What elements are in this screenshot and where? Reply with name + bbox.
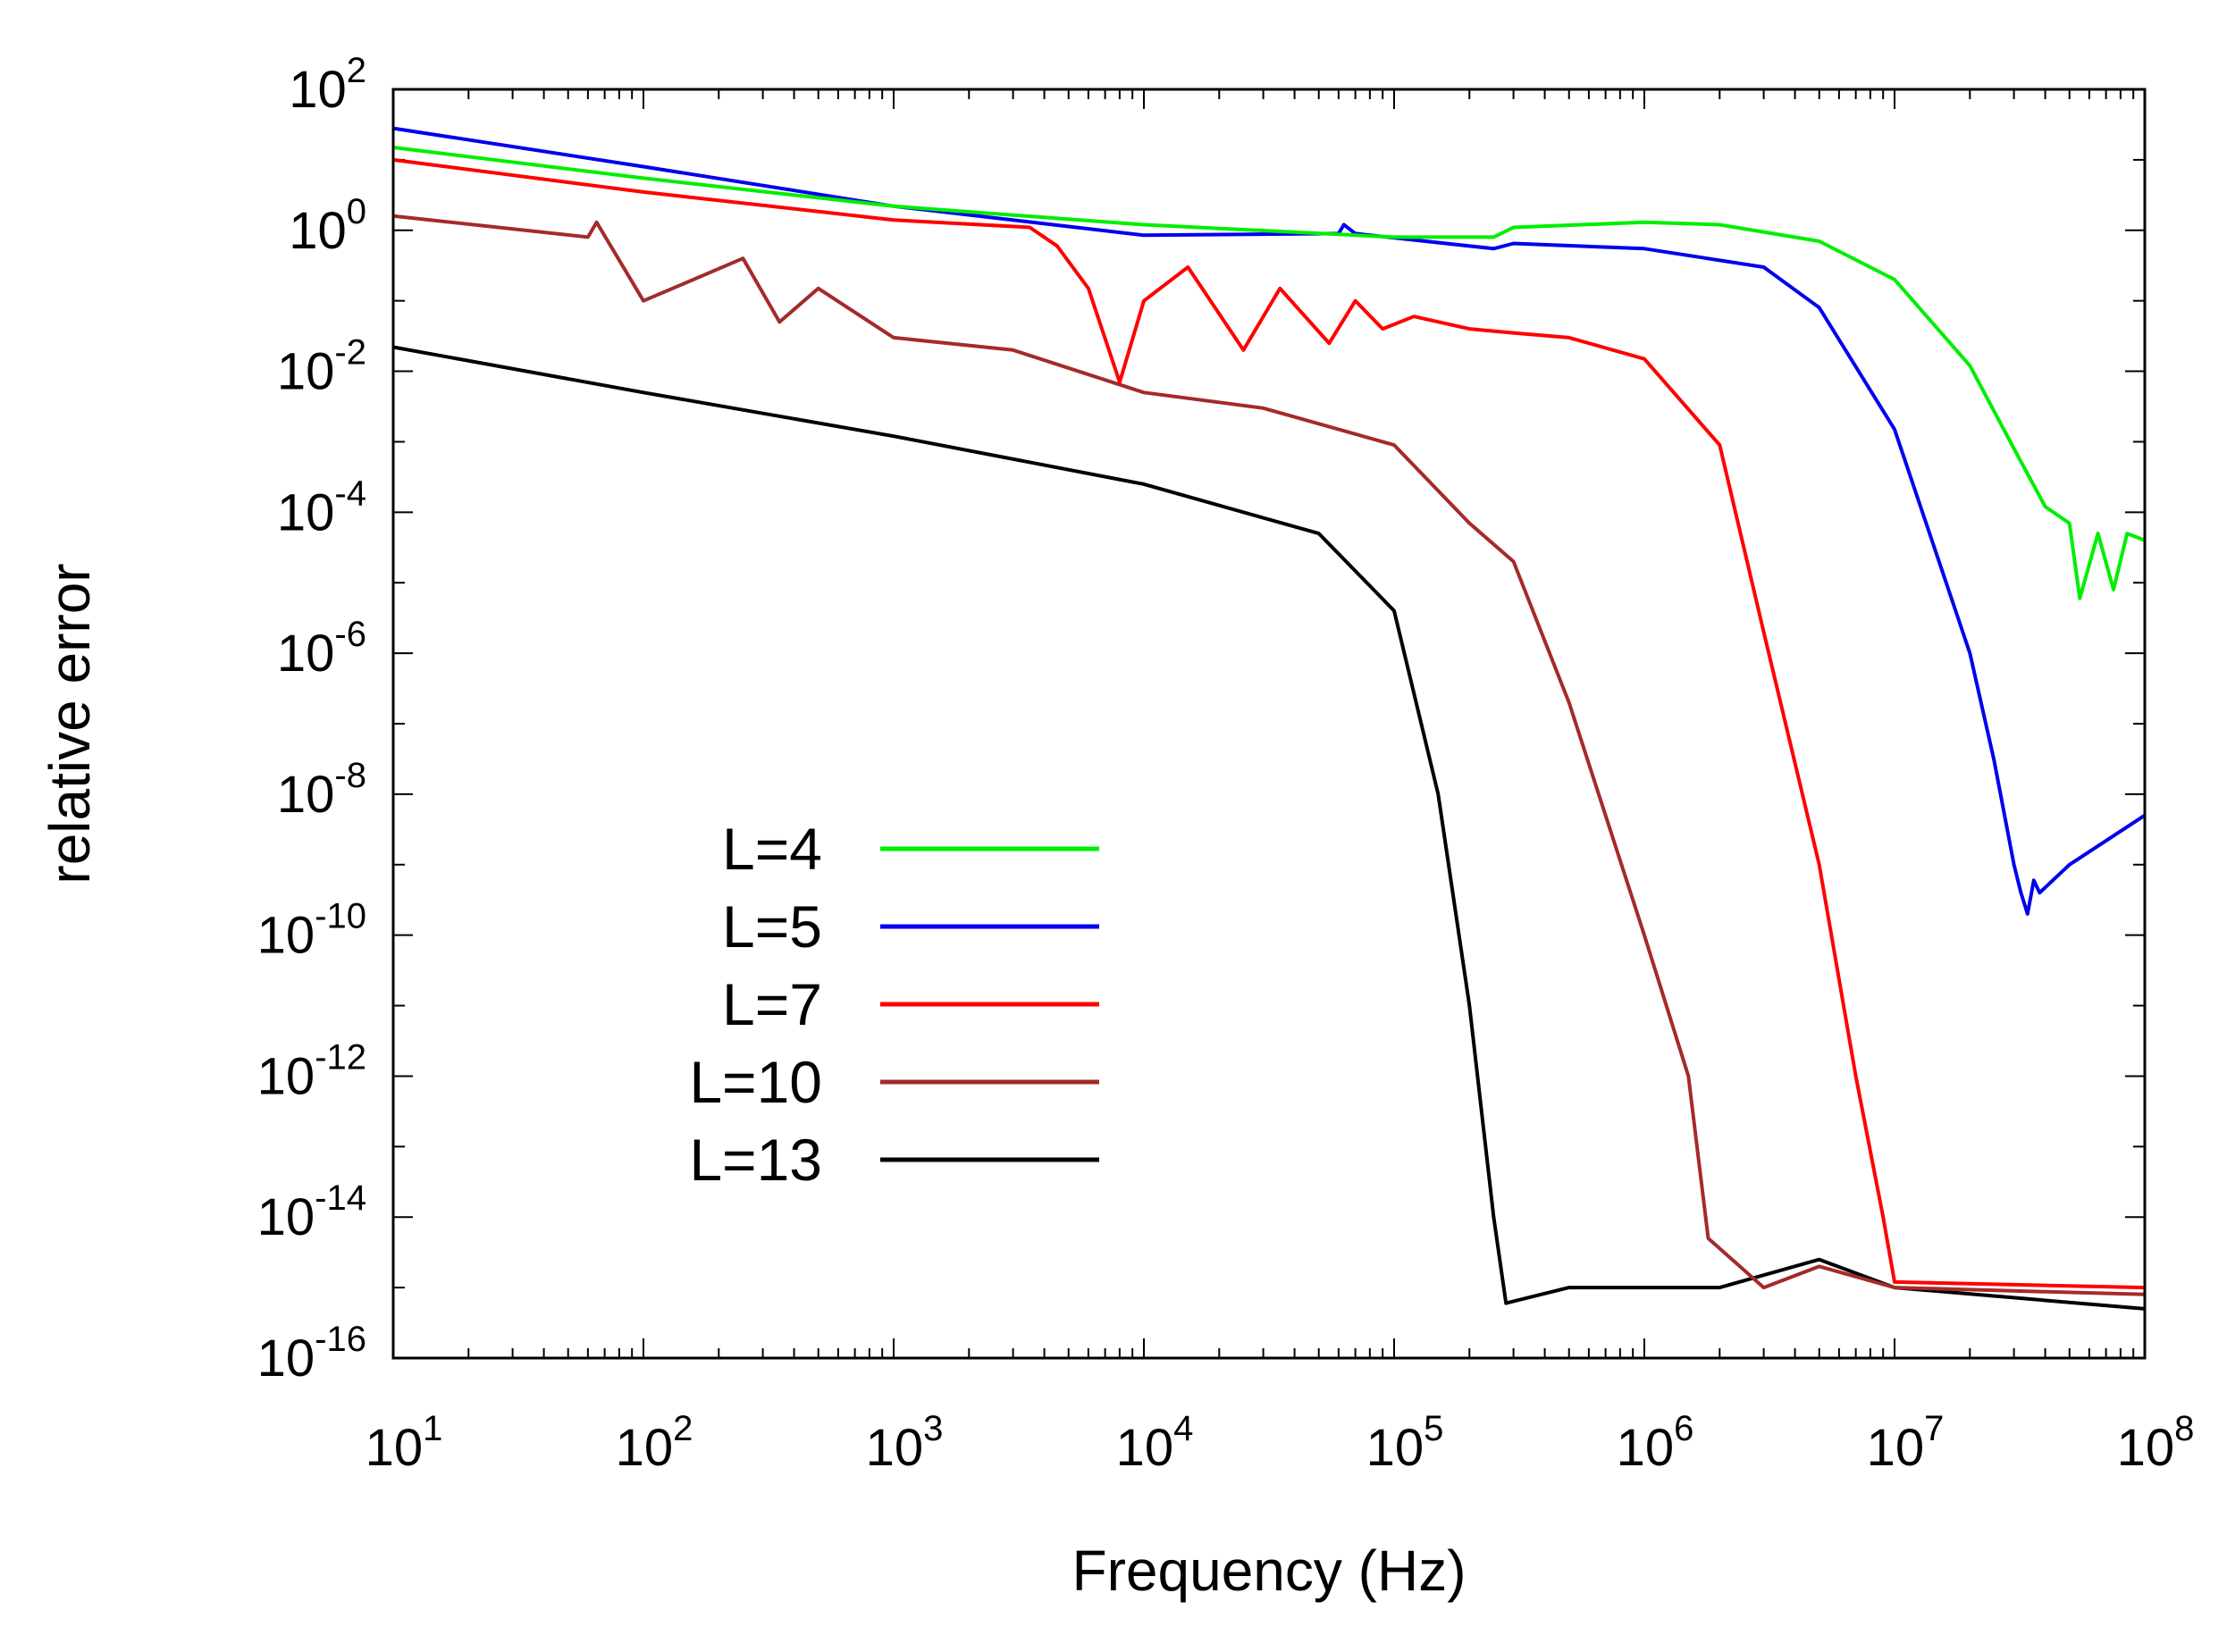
x-tick-label: 102 [616,1409,693,1477]
x-tick-label: 101 [366,1409,443,1477]
legend-label: L=10 [689,1049,822,1115]
series-line-l-7 [392,157,2146,1290]
data-series [392,126,2147,1311]
x-tick-label: 104 [1116,1409,1194,1477]
x-axis-label: Frequency (Hz) [1072,1539,1466,1603]
legend-label: L=4 [722,816,822,882]
x-tick-label: 108 [2117,1409,2195,1477]
x-tick-label: 106 [1617,1409,1694,1477]
y-tick-label: 10-14 [257,1178,366,1246]
x-tick-label: 107 [1867,1409,1945,1477]
y-tick-label: 10-8 [277,756,366,824]
legend-label: L=5 [722,893,822,960]
y-tick-label: 10-2 [277,333,366,401]
legend-label: L=7 [722,971,822,1037]
plot-frame [391,88,2147,1360]
y-axis-label: relative error [38,563,102,884]
y-tick-label: 10-6 [277,615,366,683]
y-tick-label: 102 [289,51,366,119]
legend-label: L=13 [689,1127,822,1193]
series-line-l-10 [392,214,2146,1296]
y-tick-labels: 102 100 10-2 10-4 10-6 10-8 10-10 10-12 10-14 10-… [257,51,366,1388]
axis-ticks [392,88,2146,1359]
y-tick-label: 10-10 [257,897,366,965]
x-tick-label: 105 [1366,1409,1444,1477]
x-tick-label: 103 [866,1409,944,1477]
y-tick-label: 10-4 [277,474,366,541]
legend: L=4 L=5 L=7 L=10 L=13 [689,816,1099,1193]
y-tick-label: 10-12 [257,1037,366,1105]
series-line-l-4 [392,146,2146,600]
series-line-l-13 [392,345,2146,1311]
series-line-l-5 [392,126,2147,916]
y-tick-label: 10-16 [257,1320,366,1388]
y-tick-label: 100 [289,192,366,260]
x-tick-labels: 101 102 103 104 105 106 107 108 [366,1409,2195,1477]
